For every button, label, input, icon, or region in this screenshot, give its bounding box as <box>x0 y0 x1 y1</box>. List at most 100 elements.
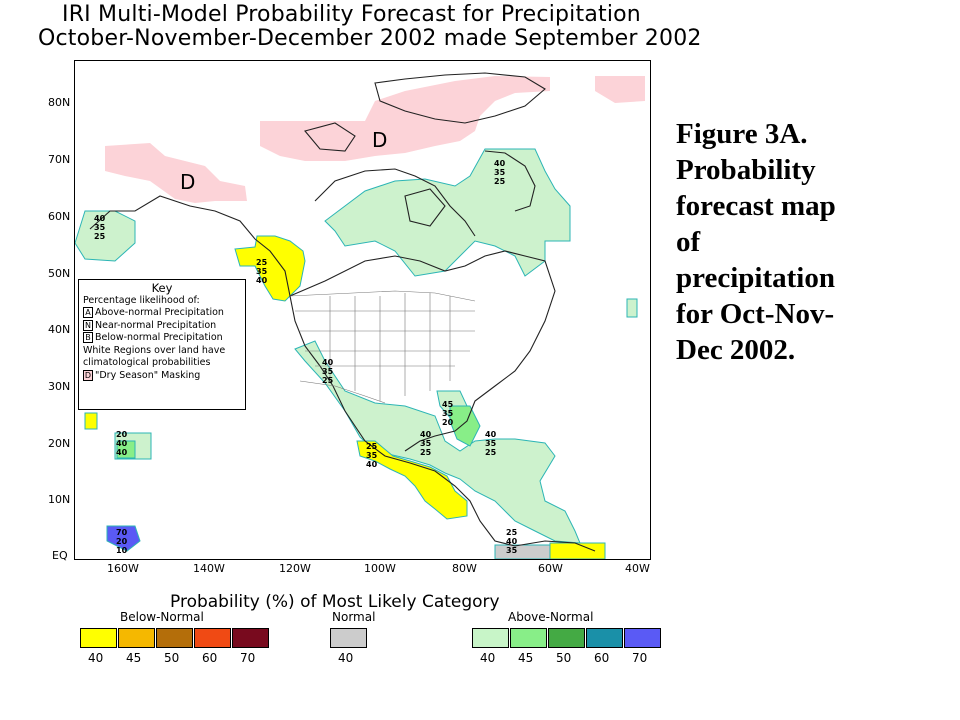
legend-swatch-above-45 <box>510 628 547 648</box>
triplet-mexico-above: 25 <box>366 442 378 451</box>
triplet-mexico-below: 40 <box>366 460 378 469</box>
legend-value-above-50: 50 <box>556 651 572 665</box>
triplet-pacific-nw-above: 25 <box>256 258 268 267</box>
legend-above-label: Above-Normal <box>508 610 594 624</box>
triplet-hawaii-normal: 40 <box>116 439 128 448</box>
legend-swatch-below-70 <box>232 628 269 648</box>
key-letter-d: D <box>83 369 93 381</box>
triplet-pacific-nw-below: 40 <box>256 276 268 285</box>
lon-label-120w: 120W <box>279 562 311 575</box>
lat-label-50n: 50N <box>48 267 71 280</box>
lon-label-160w: 160W <box>107 562 139 575</box>
triplet-pacific-nw-normal: 35 <box>256 267 268 276</box>
lat-label-10n: 10N <box>48 493 71 506</box>
lon-label-140w: 140W <box>193 562 225 575</box>
lon-label-40w: 40W <box>625 562 650 575</box>
triplet-hudson-above: 40 <box>494 159 506 168</box>
key-note-line1: White Regions over land have <box>83 344 226 356</box>
legend-value-normal-40: 40 <box>338 651 354 665</box>
key-title: Key <box>151 281 173 295</box>
map-canvas <box>75 72 645 559</box>
map-subtitle: October-November-December 2002 made Sept… <box>38 26 702 51</box>
key-item-above: A Above-normal Precipitation <box>83 307 241 320</box>
triplet-eq-pacific-below: 10 <box>116 546 128 555</box>
key-item-below: B Below-normal Precipitation <box>83 332 241 345</box>
figure-caption: Figure 3A. Probability forecast map of p… <box>676 118 836 366</box>
coastlines <box>89 72 596 552</box>
key-letter-n: N <box>83 319 93 331</box>
legend-value-below-45: 45 <box>126 651 142 665</box>
key-text-dry: "Dry Season" Masking <box>95 369 201 381</box>
triplet-sa-normal: 40 <box>506 537 518 546</box>
lon-label-100w: 100W <box>364 562 396 575</box>
triplet-hawaii-below: 40 <box>116 448 128 457</box>
legend-value-above-45: 45 <box>518 651 534 665</box>
triplet-hudson-normal: 35 <box>494 168 506 177</box>
lon-label-80w: 80W <box>452 562 477 575</box>
key-text-above: Above-normal Precipitation <box>95 307 224 318</box>
dry-season-mark-alaska: D <box>180 170 196 194</box>
lat-label-40n: 40N <box>48 323 71 336</box>
triplet-gulf-normal: 35 <box>420 439 432 448</box>
triplet-sa-above: 25 <box>506 528 518 537</box>
key-note-line2: climatological probabilities <box>83 357 211 368</box>
key-text-below: Below-normal Precipitation <box>95 332 223 343</box>
triplet-alaska-normal: 35 <box>94 223 106 232</box>
legend-swatch-above-50 <box>548 628 585 648</box>
triplet-florida-normal: 35 <box>442 409 454 418</box>
legend-swatch-below-50 <box>156 628 193 648</box>
triplet-sw-us-below: 25 <box>322 376 334 385</box>
triplet-sw-us-normal: 35 <box>322 367 334 376</box>
above-normal-45-region <box>116 405 481 459</box>
triplet-sw-us-above: 40 <box>322 358 334 367</box>
triplet-sa-below: 35 <box>506 546 518 555</box>
triplet-alaska-above: 40 <box>94 214 106 223</box>
lat-label-20n: 20N <box>48 437 71 450</box>
political-boundaries <box>289 290 476 404</box>
lat-label-60n: 60N <box>48 210 71 223</box>
key-text-near: Near-normal Precipitation <box>95 319 217 331</box>
key-subtitle: Percentage likelihood of: <box>83 294 200 306</box>
key-item-dry: D "Dry Season" Masking <box>83 369 241 383</box>
forecast-map <box>74 60 651 560</box>
triplet-eq-pacific-above: 70 <box>116 528 128 537</box>
normal-40-region <box>494 544 551 559</box>
legend-swatch-above-40 <box>472 628 509 648</box>
dry-season-region <box>105 76 645 203</box>
map-key: Key Percentage likelihood of: A Above-nor… <box>78 279 246 410</box>
triplet-eq-pacific-normal: 20 <box>116 537 128 546</box>
legend-swatch-below-45 <box>118 628 155 648</box>
key-item-near: N Near-normal Precipitation <box>83 319 241 333</box>
legend-value-above-70: 70 <box>632 651 648 665</box>
legend-value-below-40: 40 <box>88 651 104 665</box>
dry-season-mark-arctic: D <box>372 128 388 152</box>
triplet-caribbean-above: 40 <box>485 430 497 439</box>
key-letter-a: A <box>83 307 93 318</box>
legend-value-below-50: 50 <box>164 651 180 665</box>
lat-label-eq: EQ <box>52 549 68 562</box>
map-title: IRI Multi-Model Probability Forecast for… <box>62 2 641 27</box>
triplet-gulf-below: 25 <box>420 448 432 457</box>
legend-swatch-above-70 <box>624 628 661 648</box>
legend-value-below-60: 60 <box>202 651 218 665</box>
triplet-gulf-above: 40 <box>420 430 432 439</box>
legend-swatch-normal-40 <box>330 628 367 648</box>
triplet-caribbean-normal: 35 <box>485 439 497 448</box>
legend-value-below-70: 70 <box>240 651 256 665</box>
legend-swatch-above-60 <box>586 628 623 648</box>
legend-value-above-60: 60 <box>594 651 610 665</box>
triplet-florida-above: 45 <box>442 400 454 409</box>
legend-value-above-40: 40 <box>480 651 496 665</box>
triplet-hawaii-above: 20 <box>116 430 128 439</box>
triplet-alaska-below: 25 <box>94 232 106 241</box>
lat-label-80n: 80N <box>48 96 71 109</box>
legend-title: Probability (%) of Most Likely Category <box>170 592 500 612</box>
legend-normal-label: Normal <box>332 610 376 624</box>
lat-label-70n: 70N <box>48 153 71 166</box>
triplet-hudson-below: 25 <box>494 177 506 186</box>
triplet-mexico-normal: 35 <box>366 451 378 460</box>
above-normal-70-region <box>106 525 141 552</box>
triplet-florida-below: 20 <box>442 418 454 427</box>
legend-below-label: Below-Normal <box>120 610 204 624</box>
legend-swatch-below-40 <box>80 628 117 648</box>
